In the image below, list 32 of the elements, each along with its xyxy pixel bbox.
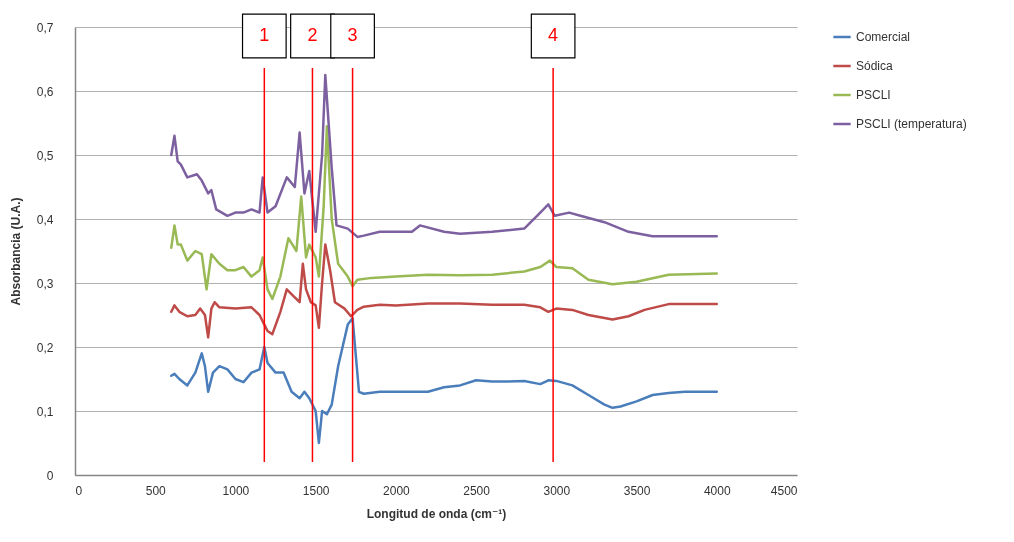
y-tick-label: 0,5 <box>36 148 54 163</box>
x-tick-label: 4000 <box>703 483 731 498</box>
line-series <box>170 73 719 239</box>
y-tick-label: 0,7 <box>36 20 54 35</box>
x-tick-label: 3000 <box>543 483 571 498</box>
legend-label: Comercial <box>856 30 911 44</box>
y-axis-title: Absorbancia (U.A.) <box>8 197 23 306</box>
x-tick-label: 2500 <box>463 483 491 498</box>
x-tick-label: 3500 <box>623 483 651 498</box>
y-tick-label: 0 <box>46 468 54 483</box>
legend-label: PSCLI <box>856 88 891 102</box>
annotation: 3 <box>347 25 358 45</box>
y-tick-label: 0,3 <box>36 276 54 291</box>
x-axis-title: Longitud de onda (cm⁻¹) <box>366 506 507 521</box>
x-tick-label: 4500 <box>770 483 798 498</box>
y-tick-label: 0,1 <box>36 404 54 419</box>
annotation: 2 <box>307 25 318 45</box>
annotation: 4 <box>548 25 559 45</box>
line-series <box>170 124 719 301</box>
x-tick-label: 500 <box>145 483 167 498</box>
legend-label: Sódica <box>856 59 894 73</box>
line-series <box>170 316 719 445</box>
annotation: 1 <box>259 25 270 45</box>
legend-label: PSCLI (temperatura) <box>856 117 967 131</box>
x-tick-label: 0 <box>75 483 83 498</box>
x-tick-label: 2000 <box>383 483 411 498</box>
x-tick-label: 1000 <box>222 483 250 498</box>
x-tick-label: 1500 <box>302 483 330 498</box>
y-tick-label: 0,6 <box>36 84 54 99</box>
line-series <box>170 243 719 339</box>
y-tick-label: 0,4 <box>36 212 54 227</box>
y-tick-label: 0,2 <box>36 340 54 355</box>
